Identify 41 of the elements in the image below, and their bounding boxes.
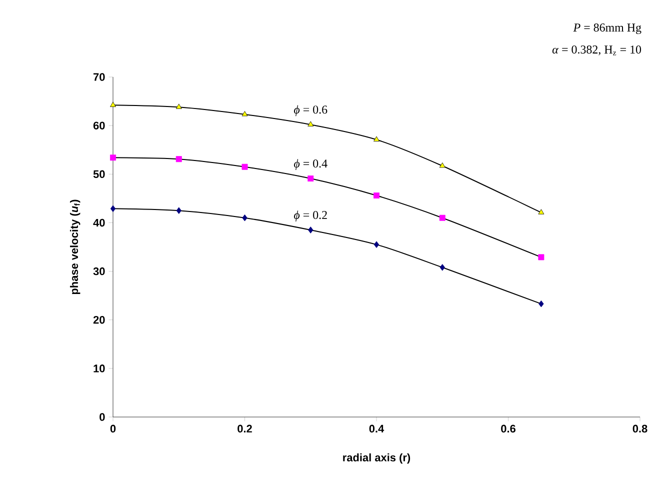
y-tick-label: 40 [93, 218, 105, 227]
point [176, 156, 182, 162]
point [538, 300, 544, 308]
point [374, 192, 380, 198]
x-tick-label: 0.6 [501, 424, 516, 433]
point [176, 207, 182, 214]
point [176, 104, 182, 109]
point [308, 176, 314, 182]
text: α = 0.382, H$_{z}$ = 10 [552, 46, 642, 56]
y-tick-label: 70 [94, 73, 105, 81]
point [538, 254, 544, 260]
series-label: ϕ = 0.4 [294, 159, 328, 170]
point [439, 214, 446, 221]
series-label: ϕ = 0.2 [294, 210, 327, 222]
point [308, 226, 314, 234]
x-tick-label: 0.4 [369, 424, 384, 433]
point [308, 121, 314, 126]
y-tick-label: 30 [93, 267, 105, 276]
x-tick-label: 0.2 [238, 424, 252, 433]
point [538, 209, 544, 214]
point [110, 205, 116, 212]
x-tick-label: 0.8 [632, 424, 648, 433]
point [374, 241, 380, 248]
point [110, 154, 116, 161]
point [242, 111, 248, 116]
point [440, 264, 445, 271]
text: P = 86mm Hg [573, 24, 642, 34]
point [242, 214, 248, 222]
y-tick-label: 20 [93, 316, 105, 324]
point [242, 164, 248, 170]
point [439, 162, 446, 168]
x-axis-title: radial axis (r) [343, 453, 410, 464]
point [374, 136, 380, 142]
point [110, 102, 116, 107]
series-label: ϕ = 0.6 [294, 105, 328, 116]
x-tick-label: 0 [110, 424, 116, 433]
y-tick-label: 50 [93, 170, 105, 178]
y-tick-label: 60 [93, 122, 105, 130]
y-tick-label: 10 [94, 364, 105, 372]
y-tick-label: 0 [100, 413, 105, 421]
y-axis-title: phase velocity (u$_{f}$) [70, 200, 80, 294]
